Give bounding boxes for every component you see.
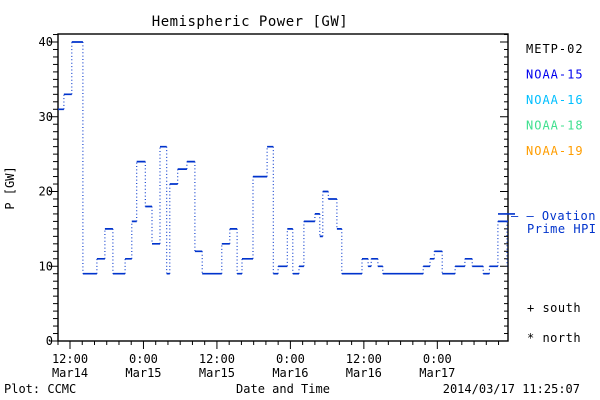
x-tick-time-label: 12:00 <box>346 352 382 366</box>
y-tick-label: 20 <box>39 185 53 199</box>
y-tick-label: 40 <box>39 35 53 49</box>
x-tick-time-label: 0:00 <box>276 352 305 366</box>
x-tick-date-label: Mar14 <box>52 366 88 380</box>
x-tick-date-label: Mar15 <box>199 366 235 380</box>
hpi-step-line-vertical-connectors <box>63 42 508 274</box>
x-tick-time-label: 12:00 <box>199 352 235 366</box>
x-tick-time-label: 0:00 <box>129 352 158 366</box>
ovation-legend-line2: Prime HPI <box>527 222 597 236</box>
south-marker-label: + south <box>527 301 581 315</box>
legend-item-metp-02: METP-02 <box>526 42 584 56</box>
x-tick-date-label: Mar15 <box>125 366 161 380</box>
x-tick-date-label: Mar16 <box>346 366 382 380</box>
ovation-legend-line1: – – Ovation <box>511 209 596 223</box>
x-tick-date-label: Mar17 <box>419 366 455 380</box>
legend-item-noaa-19: NOAA-19 <box>526 144 584 158</box>
legend-item-noaa-15: NOAA-15 <box>526 68 584 82</box>
footer-timestamp: 2014/03/17 11:25:07 <box>443 382 580 396</box>
legend-item-noaa-16: NOAA-16 <box>526 93 584 107</box>
x-tick-time-label: 12:00 <box>52 352 88 366</box>
footer-plot-credit: Plot: CCMC <box>4 382 76 396</box>
north-marker-label: * north <box>527 331 581 345</box>
y-axis-title: P [GW] <box>3 166 17 209</box>
plot-frame <box>57 33 509 342</box>
y-tick-label: 10 <box>39 259 53 273</box>
y-tick-label: 0 <box>46 334 53 348</box>
x-tick-time-label: 0:00 <box>423 352 452 366</box>
chart-title: Hemispheric Power [GW] <box>152 14 348 30</box>
plot-generated-content: 01020304012:00Mar140:00Mar1512:00Mar150:… <box>39 33 584 380</box>
hpi-step-line <box>58 41 508 275</box>
y-tick-label: 30 <box>39 110 53 124</box>
x-axis-title: Date and Time <box>236 382 330 396</box>
legend-item-noaa-18: NOAA-18 <box>526 119 584 133</box>
x-tick-date-label: Mar16 <box>272 366 308 380</box>
